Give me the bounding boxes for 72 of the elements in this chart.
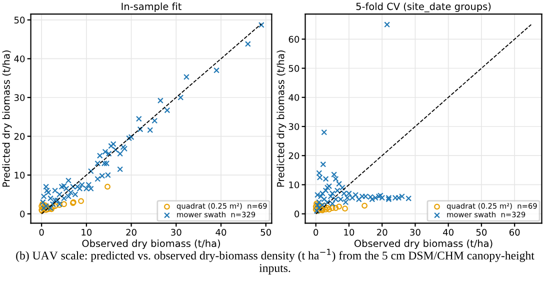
y-tick-label: 40 — [14, 55, 25, 62]
point — [332, 176, 339, 182]
point — [244, 41, 251, 47]
point — [106, 150, 112, 157]
point — [316, 170, 322, 176]
point — [96, 152, 103, 159]
point — [128, 134, 134, 140]
x-tick-label: 0 — [39, 228, 44, 236]
x-tick-label: 40 — [216, 228, 226, 236]
x-tick-label: 40 — [443, 228, 454, 236]
y-tick-label: 30 — [14, 94, 25, 102]
point — [178, 94, 184, 100]
point — [104, 160, 110, 166]
chart-title: In-sample fit — [122, 2, 182, 12]
point — [117, 150, 124, 157]
y-axis-title: Predicted dry biomass (t/ha) — [2, 50, 12, 187]
y-tick-label: 50 — [14, 16, 25, 24]
x-tick-label: 10 — [82, 228, 92, 236]
y-tick-label: 0 — [294, 210, 300, 218]
point — [56, 191, 62, 198]
x-tick-label: 10 — [344, 228, 354, 236]
point — [324, 184, 330, 191]
point — [214, 67, 220, 74]
x-tick-label: 60 — [509, 228, 520, 236]
x-axis-title: Observed dry biomass (t/ha) — [354, 240, 492, 249]
chart-title: 5-fold CV (site_date groups) — [356, 2, 491, 12]
y-tick-label: 20 — [288, 152, 300, 160]
point — [61, 182, 67, 189]
y-tick-label: 30 — [288, 123, 300, 130]
point — [320, 161, 326, 168]
text: (b) UAV scale: predicted vs. observed dry-biomass density (t ha$^{−1}$) from the 5 cm DSM/CHM canopy-height inputs. — [16, 248, 534, 274]
y-tick-label: 20 — [14, 133, 25, 140]
x-tick-label: 50 — [476, 228, 487, 236]
x-axis-title: Observed dry biomass (t/ha) — [82, 240, 220, 249]
point — [147, 127, 154, 134]
point — [326, 183, 332, 190]
point — [164, 107, 170, 114]
x-tick-label: 20 — [126, 228, 136, 236]
y-axis-title: Predicted dry biomass (t/ha) — [276, 50, 286, 187]
point — [331, 172, 338, 178]
y-tick-label: 60 — [288, 36, 300, 43]
point — [110, 141, 116, 147]
point — [369, 196, 376, 202]
point — [136, 116, 142, 122]
x-tick-label: 20 — [377, 228, 388, 236]
y-tick-label: 40 — [288, 94, 300, 101]
y-tick-label: 50 — [288, 64, 300, 72]
point — [94, 176, 101, 182]
point — [126, 135, 132, 142]
point — [384, 22, 390, 28]
point — [322, 188, 329, 194]
point — [102, 148, 108, 155]
point — [184, 74, 190, 80]
point — [258, 22, 264, 28]
point — [157, 98, 164, 104]
x-tick-label: 0 — [314, 228, 318, 236]
point — [321, 129, 328, 136]
point — [336, 180, 342, 187]
point — [152, 118, 158, 124]
point — [66, 178, 72, 184]
point — [88, 168, 94, 174]
y-tick-label: 0 — [20, 210, 25, 218]
point — [396, 194, 402, 201]
x-tick-label: 30 — [410, 228, 420, 236]
y-tick-label: 10 — [289, 181, 300, 188]
point — [43, 184, 50, 190]
x-tick-label: 30 — [171, 228, 182, 236]
x-tick-label: 50 — [260, 228, 272, 236]
y-tick-label: 10 — [14, 172, 25, 179]
point — [137, 126, 144, 132]
point — [117, 166, 124, 172]
point — [112, 146, 119, 153]
